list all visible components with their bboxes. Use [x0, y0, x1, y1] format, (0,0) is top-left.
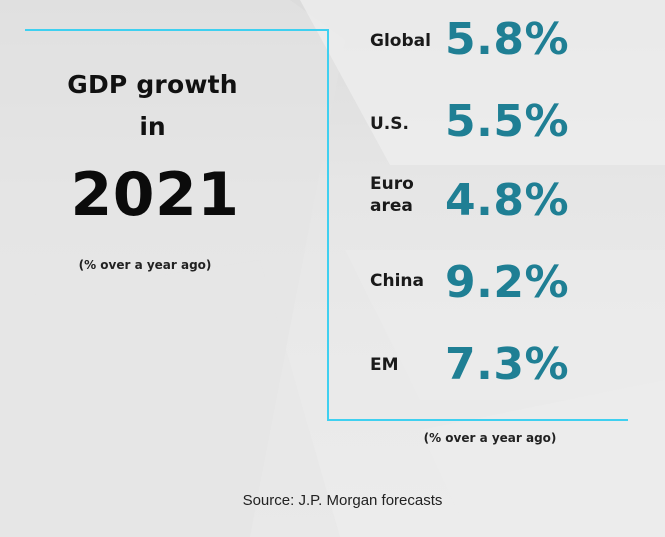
- chart-title-line2: in: [139, 112, 166, 141]
- row-label: China: [370, 271, 424, 291]
- chart-subtitle-left: (% over a year ago): [78, 258, 212, 272]
- row-value: 9.2%: [445, 257, 570, 308]
- row-value: 5.5%: [445, 96, 570, 147]
- chart-title-year: 2021: [70, 160, 240, 230]
- row-value: 5.8%: [445, 14, 570, 65]
- row-label: Euro area: [370, 174, 414, 216]
- row-label: U.S.: [370, 114, 409, 134]
- row-label: EM: [370, 355, 399, 375]
- accent-frame-line: [25, 29, 628, 421]
- row-value: 7.3%: [445, 339, 570, 390]
- chart-source: Source: J.P. Morgan forecasts: [242, 492, 443, 509]
- row-label: Global: [370, 31, 431, 51]
- chart-title-line1: GDP growth: [67, 70, 238, 99]
- row-value: 4.8%: [445, 175, 570, 226]
- chart-subtitle-right: (% over a year ago): [423, 431, 557, 445]
